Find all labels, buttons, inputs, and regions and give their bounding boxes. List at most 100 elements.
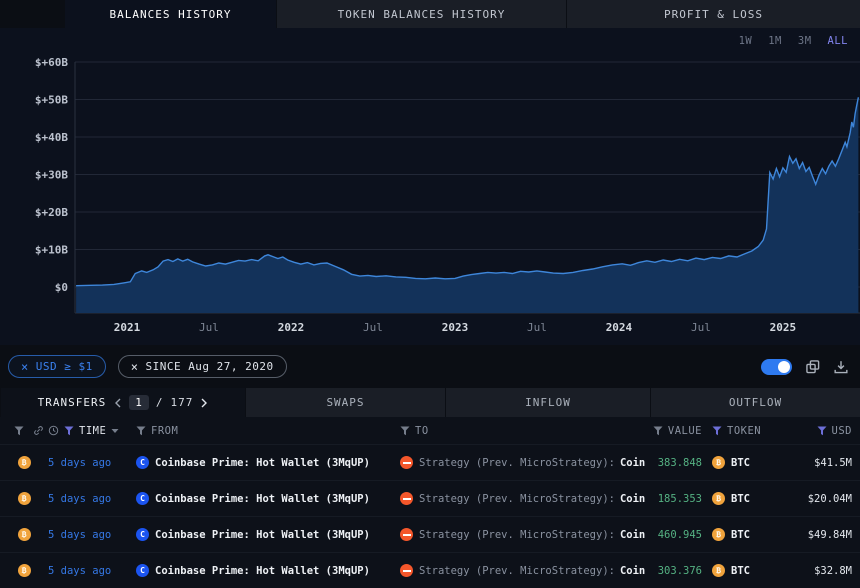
svg-text:$+60B: $+60B bbox=[35, 56, 68, 69]
tab-token-balances-history[interactable]: TOKEN BALANCES HISTORY bbox=[276, 0, 566, 28]
copy-icon[interactable] bbox=[806, 360, 820, 374]
header-time[interactable]: TIME bbox=[48, 425, 136, 437]
header-from[interactable]: FROM bbox=[136, 425, 400, 437]
svg-text:Jul: Jul bbox=[199, 321, 219, 334]
bitcoin-chain-icon: ₿ bbox=[18, 528, 31, 541]
svg-text:Jul: Jul bbox=[363, 321, 383, 334]
header-to-label: TO bbox=[415, 425, 429, 437]
transfer-time[interactable]: 5 days ago bbox=[48, 493, 111, 505]
tab-inflow[interactable]: INFLOW bbox=[445, 388, 650, 417]
tab-balances-history-label: BALANCES HISTORY bbox=[110, 8, 232, 21]
coinbase-icon: C bbox=[136, 564, 149, 577]
strategy-icon bbox=[400, 528, 413, 541]
table-header-row: TIME FROM TO VALUE TO bbox=[0, 417, 860, 445]
bitcoin-chain-icon: ₿ bbox=[18, 564, 31, 577]
table-row[interactable]: ₿ 5 days ago C Coinbase Prime: Hot Walle… bbox=[0, 481, 860, 517]
svg-text:$+10B: $+10B bbox=[35, 244, 68, 257]
tab-profit-and-loss[interactable]: PROFIT & LOSS bbox=[566, 0, 860, 28]
time-range-all[interactable]: ALL bbox=[828, 35, 848, 47]
svg-text:2023: 2023 bbox=[442, 321, 469, 334]
header-token-label: TOKEN bbox=[727, 425, 760, 437]
chart-toggle-switch[interactable] bbox=[761, 359, 792, 375]
time-range-1w[interactable]: 1W bbox=[739, 35, 753, 47]
from-entity-link[interactable]: Coinbase Prime: Hot Wallet (3MqUP) bbox=[155, 493, 370, 505]
tab-transfers-label: TRANSFERS bbox=[38, 396, 107, 409]
tab-inflow-label: INFLOW bbox=[525, 396, 571, 409]
table-row[interactable]: ₿ 5 days ago C Coinbase Prime: Hot Walle… bbox=[0, 517, 860, 553]
svg-text:$+30B: $+30B bbox=[35, 169, 68, 182]
transfer-usd-value: $49.84M bbox=[808, 529, 852, 541]
filter-icon bbox=[817, 426, 827, 436]
to-entity-link[interactable]: Coinb… bbox=[620, 457, 646, 469]
link-icon[interactable] bbox=[33, 425, 44, 436]
to-entity-link[interactable]: Coinb… bbox=[620, 565, 646, 577]
chevron-right-icon[interactable] bbox=[200, 398, 208, 408]
time-range-1m[interactable]: 1M bbox=[768, 35, 782, 47]
strategy-icon bbox=[400, 492, 413, 505]
token-symbol[interactable]: BTC bbox=[731, 457, 750, 469]
header-value[interactable]: VALUE bbox=[646, 425, 702, 437]
total-pages: 177 bbox=[170, 396, 193, 409]
download-icon[interactable] bbox=[834, 360, 848, 374]
balances-dashboard: BALANCES HISTORY TOKEN BALANCES HISTORY … bbox=[0, 0, 860, 588]
tab-balances-history[interactable]: BALANCES HISTORY bbox=[64, 0, 276, 28]
transfer-time[interactable]: 5 days ago bbox=[48, 529, 111, 541]
svg-text:2024: 2024 bbox=[606, 321, 633, 334]
strategy-icon bbox=[400, 564, 413, 577]
tab-swaps[interactable]: SWAPS bbox=[245, 388, 445, 417]
tab-bar-spacer bbox=[0, 0, 64, 28]
transfer-usd-value: $41.5M bbox=[814, 457, 852, 469]
strategy-icon bbox=[400, 456, 413, 469]
transfer-time[interactable]: 5 days ago bbox=[48, 457, 111, 469]
time-range-selector: 1W 1M 3M ALL bbox=[739, 35, 848, 47]
transfer-usd-value: $32.8M bbox=[814, 565, 852, 577]
token-symbol[interactable]: BTC bbox=[731, 493, 750, 505]
table-row[interactable]: ₿ 5 days ago C Coinbase Prime: Hot Walle… bbox=[0, 553, 860, 588]
transfer-value: 303.376 bbox=[658, 565, 702, 577]
token-symbol[interactable]: BTC bbox=[731, 565, 750, 577]
to-entity-link[interactable]: Coinb… bbox=[620, 529, 646, 541]
header-to[interactable]: TO bbox=[400, 425, 646, 437]
bitcoin-chain-icon: ₿ bbox=[18, 492, 31, 505]
header-usd[interactable]: USD bbox=[760, 425, 852, 437]
close-icon[interactable]: × bbox=[21, 360, 29, 374]
filter-icon bbox=[64, 426, 74, 436]
filter-chip-since-date-label: SINCE Aug 27, 2020 bbox=[145, 360, 273, 373]
transfers-table-body: ₿ 5 days ago C Coinbase Prime: Hot Walle… bbox=[0, 445, 860, 588]
from-entity-link[interactable]: Coinbase Prime: Hot Wallet (3MqUP) bbox=[155, 565, 370, 577]
clock-icon bbox=[48, 425, 59, 436]
balance-area-fill bbox=[76, 97, 858, 313]
svg-text:Jul: Jul bbox=[691, 321, 711, 334]
chevron-left-icon[interactable] bbox=[114, 398, 122, 408]
svg-text:Jul: Jul bbox=[527, 321, 547, 334]
coinbase-icon: C bbox=[136, 492, 149, 505]
transfer-value: 185.353 bbox=[658, 493, 702, 505]
top-tab-bar: BALANCES HISTORY TOKEN BALANCES HISTORY … bbox=[0, 0, 860, 28]
filter-chip-usd-min[interactable]: × USD ≥ $1 bbox=[8, 355, 106, 378]
to-entity-prefix: Strategy (Prev. MicroStrategy): bbox=[419, 457, 615, 469]
tab-outflow[interactable]: OUTFLOW bbox=[650, 388, 860, 417]
chevron-down-icon bbox=[111, 428, 119, 434]
tab-swaps-label: SWAPS bbox=[326, 396, 364, 409]
filter-chip-since-date[interactable]: × SINCE Aug 27, 2020 bbox=[118, 355, 287, 378]
filter-icon[interactable] bbox=[14, 426, 24, 436]
filter-icon bbox=[712, 426, 722, 436]
header-token[interactable]: TOKEN bbox=[702, 425, 760, 437]
svg-text:$+40B: $+40B bbox=[35, 131, 68, 144]
svg-text:$0: $0 bbox=[55, 281, 68, 294]
svg-text:2022: 2022 bbox=[278, 321, 305, 334]
tab-transfers[interactable]: TRANSFERS 1 / 177 bbox=[0, 388, 245, 417]
token-symbol[interactable]: BTC bbox=[731, 529, 750, 541]
balance-chart[interactable]: $+60B$+50B$+40B$+30B$+20B$+10B$02021Jul2… bbox=[0, 28, 860, 345]
table-row[interactable]: ₿ 5 days ago C Coinbase Prime: Hot Walle… bbox=[0, 445, 860, 481]
filter-bar: × USD ≥ $1 × SINCE Aug 27, 2020 bbox=[0, 345, 860, 388]
svg-text:2025: 2025 bbox=[770, 321, 797, 334]
to-entity-link[interactable]: Coinb… bbox=[620, 493, 646, 505]
from-entity-link[interactable]: Coinbase Prime: Hot Wallet (3MqUP) bbox=[155, 529, 370, 541]
from-entity-link[interactable]: Coinbase Prime: Hot Wallet (3MqUP) bbox=[155, 457, 370, 469]
transfer-usd-value: $20.04M bbox=[808, 493, 852, 505]
time-range-3m[interactable]: 3M bbox=[798, 35, 812, 47]
transfer-time[interactable]: 5 days ago bbox=[48, 565, 111, 577]
close-icon[interactable]: × bbox=[131, 360, 139, 374]
filter-icon bbox=[653, 426, 663, 436]
